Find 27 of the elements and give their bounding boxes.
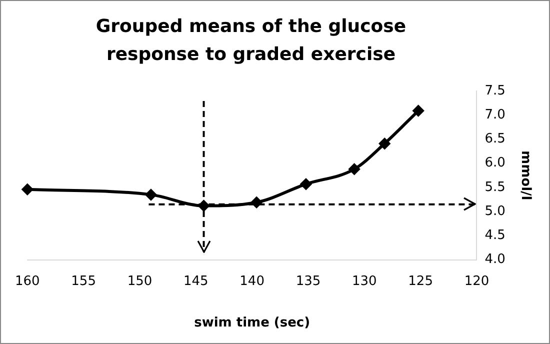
point — [412, 105, 424, 116]
y-tick-label: 4.0 — [484, 252, 506, 268]
y-tick-label: 7.5 — [484, 83, 506, 98]
y-tick-label: 5.5 — [484, 180, 506, 195]
y-tick-label: 6.5 — [484, 132, 506, 147]
point — [22, 184, 33, 195]
x-tick-label: 160 — [14, 274, 40, 289]
x-tick-label: 135 — [296, 274, 321, 289]
chart-title: Grouped means of the glucose response to graded exercise — [94, 15, 408, 67]
x-tick-label: 125 — [408, 274, 433, 289]
x-tick-label: 120 — [464, 274, 490, 289]
x-tick-label: 145 — [183, 274, 208, 289]
y-tick-label: 6.0 — [484, 156, 506, 171]
point — [145, 189, 156, 200]
x-axis-title: swim time (sec) — [194, 316, 310, 331]
x-tick-label: 150 — [127, 274, 152, 289]
y-tick-label: 7.0 — [484, 107, 506, 122]
y-tick-label: 5.0 — [484, 204, 506, 219]
y-axis-title: mmol/l — [518, 150, 533, 200]
point — [300, 178, 312, 190]
point — [348, 164, 360, 175]
point — [379, 138, 390, 150]
y-tick-label: 4.5 — [484, 228, 506, 244]
x-tick-label: 140 — [240, 274, 264, 289]
point — [251, 196, 262, 208]
x-tick-label: 130 — [352, 274, 377, 289]
x-tick-label: 155 — [71, 274, 96, 289]
